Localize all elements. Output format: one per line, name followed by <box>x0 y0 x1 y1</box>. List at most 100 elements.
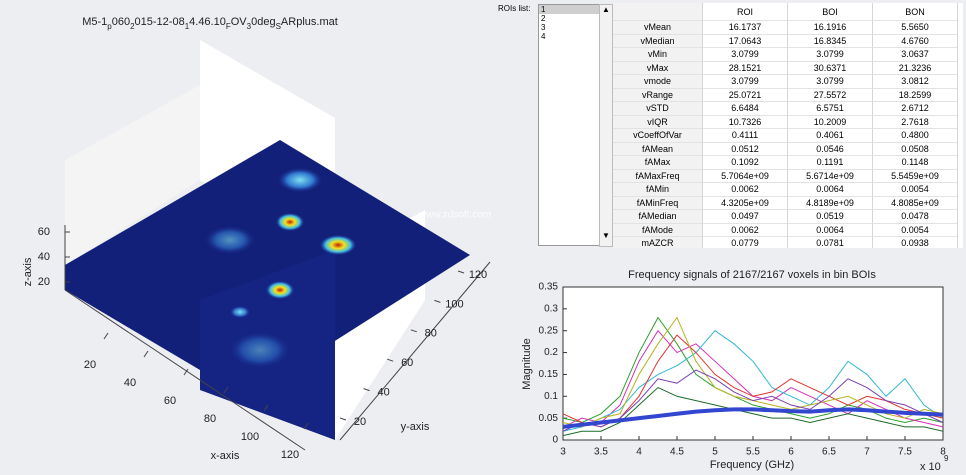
table-cell: 0.0478 <box>873 210 958 224</box>
table-cell: 5.6714e+09 <box>788 169 873 183</box>
y-tick-label: 0 <box>552 435 558 446</box>
title-part: p <box>107 22 112 31</box>
series-line <box>562 334 944 428</box>
title-part: F <box>226 22 231 31</box>
table-cell: 3.0799 <box>703 75 788 89</box>
x-tick-label: 100 <box>241 431 259 443</box>
table-cell: 0.0512 <box>703 142 788 156</box>
table-cell: 0.0519 <box>788 210 873 224</box>
y-tick <box>410 329 417 333</box>
x-tick <box>143 350 149 358</box>
x-tick <box>263 404 269 412</box>
table-cell: 0.4061 <box>788 129 873 143</box>
table-row: fAMean 0.0512 0.0546 0.0508 <box>613 142 963 156</box>
table-header: ROI BOI BON <box>613 3 963 21</box>
row-label: vMin <box>613 48 703 62</box>
y-tick-label: 60 <box>401 357 413 369</box>
y-tick-label: 20 <box>354 416 366 428</box>
row-label: fAMax <box>613 156 703 170</box>
roi-item[interactable]: 2 <box>541 14 546 23</box>
roi-item[interactable]: 1 <box>539 5 599 14</box>
y-tick-label: 0.2 <box>544 347 558 358</box>
series-line <box>562 407 944 429</box>
table-row: vMin 3.0799 3.0799 3.0637 <box>613 48 963 62</box>
table-row: vIQR 10.7326 10.2009 2.7618 <box>613 115 963 129</box>
row-label: fAMean <box>613 142 703 156</box>
z-tick-label: 60 <box>38 226 50 238</box>
table-cell: 0.0508 <box>873 142 958 156</box>
x-tick-label: 4 <box>636 447 642 458</box>
z-axis-label: z-axis <box>22 257 34 286</box>
table-row: vMedian 17.0643 16.8345 4.6760 <box>613 34 963 48</box>
row-label: fAMin <box>613 183 703 197</box>
scrollbar[interactable]: ▲ ▼ <box>599 4 613 247</box>
hotspot <box>320 235 356 255</box>
x-tick <box>303 422 309 430</box>
title-part: 2 <box>130 22 135 31</box>
table-cell: 5.5650 <box>873 21 958 35</box>
table-cell: 0.0938 <box>873 237 958 248</box>
hotspot <box>205 226 255 254</box>
x-tick-label: 5 <box>712 447 718 458</box>
back-slice <box>65 85 200 265</box>
x-tick <box>183 368 189 376</box>
figure-title: M5-1p0602015-12-0814.46.10FOV30degSARplu… <box>82 16 338 31</box>
x-axis-label: x-axis <box>211 450 240 462</box>
table-cell: 0.1092 <box>703 156 788 170</box>
table-cell: 3.0799 <box>788 48 873 62</box>
x-tick <box>223 386 229 394</box>
title-part: 0deg <box>251 16 275 28</box>
table-row: fAMedian 0.0497 0.0519 0.0478 <box>613 210 963 224</box>
title-part: 1 <box>185 22 190 31</box>
title-part: 060 <box>112 16 130 28</box>
table-cell: 3.0799 <box>788 75 873 89</box>
row-label: vCoeffOfVar <box>613 129 703 143</box>
x-tick-label: 6 <box>788 447 794 458</box>
row-label: vMean <box>613 21 703 35</box>
table-cell: 30.6371 <box>788 61 873 75</box>
table-cell: 28.1521 <box>703 61 788 75</box>
x-tick-label: 6.5 <box>822 447 836 458</box>
table-cell: 16.1916 <box>788 21 873 35</box>
table-cell: 0.1148 <box>873 156 958 170</box>
scroll-up[interactable]: ▲ <box>602 5 610 14</box>
table-cell: 21.3236 <box>873 61 958 75</box>
title-part: OV <box>231 16 248 28</box>
table-cell: 0.1191 <box>788 156 873 170</box>
table-cell: 3.0812 <box>873 75 958 89</box>
table-cell: 4.6760 <box>873 34 958 48</box>
table-cell: 0.0054 <box>873 223 958 237</box>
roi-item[interactable]: 4 <box>541 32 546 41</box>
stats-table: ROI BOI BON vMean 16.1737 16.1916 5.5650 vMedia… <box>613 3 963 248</box>
title-part: 3 <box>247 22 252 31</box>
y-tick-label: 120 <box>469 269 487 281</box>
table-row: vmode 3.0799 3.0799 3.0812 <box>613 75 963 89</box>
table-cell: 0.0064 <box>788 223 873 237</box>
x-tick-label: 40 <box>124 377 136 389</box>
row-label: vMax <box>613 61 703 75</box>
hotspot <box>278 168 322 192</box>
table-cell: 4.8085e+09 <box>873 196 958 210</box>
y-axis-title: Magnitude <box>521 338 533 389</box>
hotspot <box>230 306 250 318</box>
roi-item[interactable]: 3 <box>541 23 546 32</box>
watermark: www.zdsoft.com <box>418 210 491 221</box>
scroll-down[interactable]: ▼ <box>602 231 610 240</box>
table-cell: 0.0062 <box>703 183 788 197</box>
table-row: vCoeffOfVar 0.4111 0.4061 0.4800 <box>613 129 963 143</box>
table-cell: 0.0054 <box>873 183 958 197</box>
x-tick-label: 60 <box>164 395 176 407</box>
row-label: vRange <box>613 88 703 102</box>
table-row: fAMinFreq 4.3205e+09 4.8189e+09 4.8085e+09 <box>613 196 963 210</box>
x-tick-label: 7 <box>864 447 870 458</box>
table-row: vMean 16.1737 16.1916 5.5650 <box>613 21 963 35</box>
x-multiplier: x 10 <box>920 461 941 473</box>
table-cell: 6.6484 <box>703 102 788 116</box>
x-tick-label: 3 <box>560 447 566 458</box>
y-tick <box>387 358 394 362</box>
x-tick-label: 3.5 <box>594 447 608 458</box>
z-tick-label: 40 <box>38 251 50 263</box>
row-label: mAZCR <box>613 237 703 248</box>
